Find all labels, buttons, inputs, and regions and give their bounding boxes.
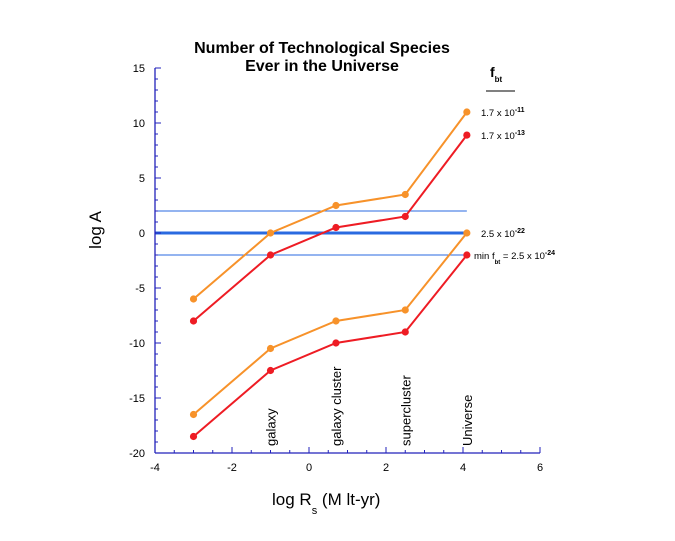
- data-point: [189, 317, 198, 325]
- series-label: min fbt = 2.5 x 10-24: [474, 250, 555, 266]
- series-line: [192, 134, 468, 322]
- data-point: [332, 201, 340, 210]
- data-point: [189, 295, 198, 303]
- series-line: [192, 111, 468, 300]
- y-tick-label: -15: [129, 393, 145, 405]
- y-tick-label: -20: [129, 448, 145, 460]
- data-point: [266, 366, 275, 375]
- x-tick-label: 4: [460, 462, 466, 474]
- category-label: galaxy: [264, 408, 279, 446]
- series-4: [189, 251, 471, 441]
- data-point: [266, 251, 275, 259]
- y-tick-label: 15: [133, 63, 145, 75]
- y-tick-label: -10: [129, 338, 145, 350]
- x-axis-label-sub: s: [312, 505, 318, 517]
- data-point: [189, 410, 198, 419]
- x-tick-label: 6: [537, 462, 543, 474]
- svg-text:fbt: fbt: [490, 64, 503, 84]
- data-point: [401, 190, 409, 199]
- x-axis-label: log Rs (M lt-yr): [272, 490, 380, 517]
- legend-header: fbt: [486, 64, 515, 92]
- x-axis-label-rest: (M lt-yr): [317, 490, 380, 509]
- data-point: [463, 251, 471, 259]
- y-tick-label: -5: [135, 283, 145, 295]
- x-axis-label-main: log R: [272, 490, 312, 509]
- legend-header-main: f: [490, 64, 495, 80]
- data-point: [332, 317, 340, 325]
- chart-title-line-2: Ever in the Universe: [245, 58, 399, 75]
- series-label: 2.5 x 10-22: [481, 228, 525, 240]
- category-label: galaxy cluster: [329, 366, 344, 446]
- data-point: [401, 212, 409, 221]
- data-point: [332, 223, 340, 232]
- category-label: Universe: [460, 395, 475, 446]
- data-point: [332, 339, 340, 347]
- x-tick-label: 2: [383, 462, 389, 474]
- series-label: 1.7 x 10-13: [481, 130, 525, 142]
- y-tick-label: 0: [139, 228, 145, 240]
- x-tick-label: -4: [150, 462, 160, 474]
- series-label: 1.7 x 10-11: [481, 107, 525, 119]
- y-tick-label: 5: [139, 173, 145, 185]
- series-2: [189, 131, 471, 325]
- y-tick-label: 10: [133, 118, 145, 130]
- series-3: [189, 229, 471, 419]
- series-1: [189, 108, 471, 303]
- data-point: [401, 328, 409, 336]
- data-point: [189, 432, 198, 441]
- data-point: [463, 108, 471, 116]
- data-point: [463, 229, 471, 237]
- y-axis-label: log A: [86, 210, 105, 248]
- data-point: [463, 131, 471, 139]
- data-point: [401, 306, 409, 314]
- data-point: [266, 344, 275, 353]
- category-label: supercluster: [398, 375, 413, 446]
- data-point: [266, 229, 275, 237]
- x-tick-label: 0: [306, 462, 312, 474]
- x-tick-label: -2: [227, 462, 237, 474]
- legend-header-sub: bt: [495, 75, 503, 84]
- chart-title-line-1: Number of Technological Species: [194, 40, 450, 57]
